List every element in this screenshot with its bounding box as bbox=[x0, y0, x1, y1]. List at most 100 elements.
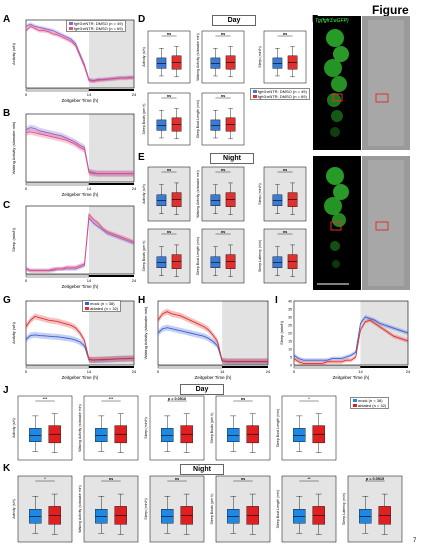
night-shading bbox=[222, 301, 268, 365]
boxplot-ylabel: Sleep (min/h) bbox=[144, 417, 148, 438]
sleep-line-plot-c: 0 14 24 Zeitgeber Time (h) Sleep (min/h) bbox=[11, 205, 137, 289]
x-axis-label: Zeitgeber Time (h) bbox=[62, 284, 99, 289]
x-tick-label: 14 bbox=[87, 92, 92, 97]
boxplot-frame bbox=[201, 30, 245, 84]
x-tick-label: 14 bbox=[87, 278, 92, 283]
dark-bar bbox=[222, 366, 268, 368]
microscopy-gfp-bottom bbox=[313, 156, 361, 290]
boxplot-k-4: Sleep Bout Length (min) ** bbox=[276, 475, 337, 543]
series-line-0 bbox=[157, 327, 268, 363]
boxplot-frame bbox=[17, 395, 73, 461]
boxplot-d-4: Sleep Bout Length (min) ns bbox=[196, 92, 245, 146]
panel-label-a: A bbox=[3, 14, 11, 25]
boxplot-ylabel: Sleep Bout Length (min) bbox=[276, 490, 280, 529]
header-night-e: Night bbox=[210, 153, 254, 164]
sig-label: ns bbox=[167, 168, 171, 172]
panel-label-g: G bbox=[3, 295, 11, 306]
legend-dmso-item-2: fgfr3:eNTR; DMSO (n = 69) bbox=[74, 26, 123, 31]
box-plots-day-d: Activity (s/h)ns Waking Activity (s/awake… bbox=[142, 30, 307, 146]
panel-label-d: D bbox=[138, 14, 146, 25]
header-night-k: Night bbox=[180, 464, 224, 475]
boxplot-ylabel: Sleep Bouts (per h) bbox=[210, 494, 214, 525]
boxplot-frame bbox=[17, 475, 73, 543]
plot-frame bbox=[25, 205, 135, 275]
y-tick-label: 25 bbox=[288, 323, 292, 327]
sig-label: ns bbox=[283, 230, 287, 234]
y-tick-label: 0 bbox=[290, 363, 292, 367]
x-tick-label: 0 bbox=[25, 369, 28, 374]
x-tick-label: 14 bbox=[358, 369, 363, 374]
plot-frame bbox=[25, 113, 135, 183]
panel-label-c: C bbox=[3, 200, 11, 211]
dark-bar bbox=[89, 89, 134, 91]
sig-label: ns bbox=[221, 168, 225, 172]
night-shading bbox=[89, 114, 134, 182]
boxplot-frame bbox=[263, 228, 307, 284]
boxplot-e-0: Activity (s/h) ns bbox=[142, 166, 191, 222]
boxplot-ylabel: Activity (s/h) bbox=[142, 184, 146, 204]
legend-j-item-1: mock (n = 38) bbox=[358, 398, 383, 403]
x-axis-label: Zeitgeber Time (h) bbox=[62, 98, 99, 103]
panel-label-i: I bbox=[275, 295, 278, 306]
legend-dmso: fgfr3:eNTR; DMSO (n = 49) fgfr3:eNTR; DM… bbox=[66, 20, 126, 32]
waking-activity-line-plot-b: 0 14 24 Zeitgeber Time (h) Waking Activity (… bbox=[11, 113, 137, 197]
y-axis-label: Waking Activity (s/awake min) bbox=[143, 306, 148, 359]
sig-label: *** bbox=[43, 397, 48, 401]
x-tick-label: 14 bbox=[87, 186, 92, 191]
activity-line-plot-a: 0 14 24 Zeitgeber Time (h) Activity (s/h) bbox=[11, 19, 137, 103]
x-tick-label: 24 bbox=[406, 369, 411, 374]
night-background bbox=[202, 229, 244, 283]
legend-dmso-d: fgfr3:eNTR; DMSO (n = 49) fgfr3:eNTR; DM… bbox=[250, 88, 310, 100]
boxplot-frame bbox=[147, 30, 191, 84]
night-background bbox=[18, 476, 72, 542]
boxplot-ylabel: Sleep (min/h) bbox=[144, 498, 148, 519]
page-number: 7 bbox=[413, 538, 417, 544]
y-axis-label: Activity (s/h) bbox=[11, 321, 16, 343]
boxplot-ylabel: Waking Activity (s/awake min) bbox=[78, 485, 82, 532]
sleep-line-plot-i: 0 14 24 Zeitgeber Time (h) Sleep (min/h) 0 5 10… bbox=[279, 299, 411, 380]
dark-bar bbox=[360, 366, 408, 368]
sig-label: ns bbox=[241, 397, 245, 401]
sig-label: * bbox=[44, 477, 46, 481]
x-axis-label: Zeitgeber Time (h) bbox=[62, 192, 99, 197]
night-background bbox=[150, 476, 204, 542]
dark-bar bbox=[89, 275, 134, 277]
boxplot-ylabel: Sleep (min/h) bbox=[258, 183, 262, 204]
boxplot-frame bbox=[149, 395, 205, 461]
sig-label: ns bbox=[109, 477, 113, 481]
boxplot-ylabel: Waking Activity (s/awake min) bbox=[78, 404, 82, 451]
y-axis-label: Sleep (min/h) bbox=[279, 320, 284, 344]
light-bar bbox=[25, 182, 90, 186]
boxplot-frame bbox=[83, 395, 139, 461]
boxplot-k-3: Sleep Bouts (per h) ns bbox=[210, 475, 271, 543]
boxplot-ylabel: Sleep Bouts (per h) bbox=[142, 104, 146, 135]
legend-j-item-2: ablated (n = 32) bbox=[358, 403, 387, 408]
boxplot-frame bbox=[147, 166, 191, 222]
night-background bbox=[264, 229, 306, 283]
boxplot-frame bbox=[347, 475, 403, 543]
y-tick-label: 40 bbox=[288, 299, 292, 303]
legend-d-item-1: fgfr3:eNTR; DMSO (n = 49) bbox=[258, 89, 307, 94]
light-bar bbox=[25, 365, 90, 369]
sig-label: ns bbox=[221, 94, 225, 98]
boxplot-frame bbox=[263, 166, 307, 222]
legend-d-item-2: fgfr3:eNTR; DMSO (n = 69) bbox=[258, 94, 307, 99]
box-plots-night-e: Activity (s/h) ns Waking Activity (s/awake… bbox=[142, 166, 307, 284]
y-tick-label: 35 bbox=[288, 307, 292, 311]
boxplot-k-1: Waking Activity (s/awake min) ns bbox=[78, 475, 139, 543]
legend-g-item-2: ablated (n = 32) bbox=[90, 306, 119, 311]
y-tick-label: 20 bbox=[288, 331, 292, 335]
boxplot-e-2: Sleep (min/h) ns bbox=[258, 166, 307, 222]
series-band-0 bbox=[158, 324, 268, 365]
panel-label-b: B bbox=[3, 108, 11, 119]
boxplot-e-4: Sleep Bout Length (min) ns bbox=[196, 228, 245, 284]
boxplot-j-4: Sleep Bout Length (min) * bbox=[276, 395, 337, 461]
x-axis-label: Zeitgeber Time (h) bbox=[333, 375, 370, 380]
boxplot-frame bbox=[147, 92, 191, 146]
night-background bbox=[202, 167, 244, 221]
night-shading bbox=[89, 206, 134, 274]
sig-label: *** bbox=[109, 397, 114, 401]
sig-label: ns bbox=[167, 32, 171, 36]
boxplot-j-0: Activity (s/h) *** bbox=[12, 395, 73, 461]
boxplot-ylabel: Waking Activity (s/awake min) bbox=[196, 170, 200, 217]
